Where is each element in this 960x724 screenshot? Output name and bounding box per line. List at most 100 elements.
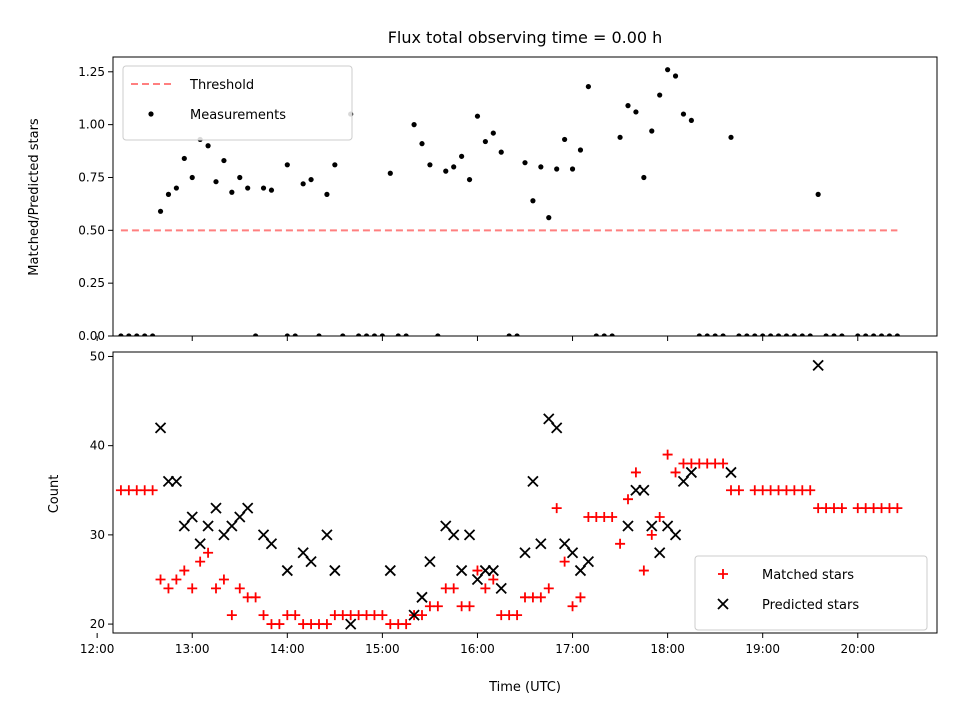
measurement-point [768,333,774,336]
measurement-point [284,162,290,168]
axes-frame [112,56,938,337]
count-y-axis-label: Count [47,475,62,514]
measurement-point [886,333,893,336]
measurement-point [237,174,243,181]
predicted-star-point [384,564,396,577]
measurement-point [308,176,314,183]
measurement-point [300,181,306,187]
measurement-point [229,189,235,195]
measurement-point [617,134,623,140]
measurement-point [332,162,338,168]
measurement-point [554,166,560,172]
measurement-point [672,73,679,79]
measurement-point [609,333,615,336]
measurement-point [466,176,473,183]
predicted-star-point [178,520,190,532]
matched-star-point [662,449,673,460]
x-tick-label: 12:00 [80,642,115,656]
measurement-point [791,333,797,336]
measurement-point [680,111,687,117]
measurement-point [665,67,671,73]
legend-box [122,65,353,141]
measurement-point [863,333,869,336]
matched-star-point [147,485,158,496]
measurement-point [569,166,576,172]
matched-star-point [321,619,332,630]
measurement-point [641,174,647,181]
matched-star-point [163,583,174,594]
measurement-point [316,333,322,336]
predicted-star-point [646,520,658,532]
measurement-point [427,162,433,168]
plot-area-marks [115,359,903,630]
predicted-star-point [582,555,595,568]
measurement-point [118,333,124,336]
ratio-legend: Threshold Measurements [122,65,353,141]
predicted-star-point [226,520,238,532]
matched-star-point [171,574,182,585]
measurement-point [696,333,702,336]
matched-star-point [226,610,237,621]
legend-label: Threshold [189,78,254,93]
matched-star-point [401,619,412,630]
x-tick-label: 14:00 [270,642,305,656]
matched-star-point [488,574,499,585]
matched-star-point [630,467,641,478]
measurement-point [657,92,663,98]
measurement-point [871,333,877,336]
measurement-point [126,333,132,336]
measurement-point [459,153,465,159]
measurement-point [736,333,742,336]
predicted-star-point [527,475,539,487]
matched-star-point [535,592,546,603]
predicted-star-point [551,422,563,434]
predicted-star-point [257,529,270,541]
measurement-point [704,333,710,336]
measurement-point [514,333,520,336]
axes-frame [112,351,938,634]
measurement-point [213,179,219,185]
x-tick-label: 20:00 [840,642,875,656]
predicted-star-point [471,573,484,586]
y-tick-label: 40 [90,439,105,453]
measurement-point [807,333,813,336]
matched-star-point [836,503,847,514]
x-axis-label: Time (UTC) [488,680,561,695]
matched-star-point [805,485,816,496]
legend-measurement-key [148,111,154,117]
y-tick-label: 20 [90,617,105,631]
measurement-point [356,333,362,336]
measurement-point [387,170,393,176]
matched-star-point [417,610,427,621]
y-tick-label: 50 [90,349,105,363]
predicted-star-point [329,564,341,577]
predicted-star-point [305,555,317,568]
measurement-point [253,333,259,336]
predicted-star-point [186,511,198,523]
measurement-point [419,141,425,147]
measurement-point [134,333,140,336]
x-tick-label: 15:00 [365,642,400,656]
predicted-star-point [345,618,357,630]
matched-star-point [258,610,269,621]
measurement-point [720,333,726,336]
matched-star-point [218,574,229,585]
measurement-point [435,333,441,336]
measurement-point [601,333,607,336]
measurement-point [538,164,544,170]
y-tick-label: 30 [90,528,105,542]
predicted-star-point [677,475,690,487]
matched-star-point [892,503,903,514]
measurement-point [474,113,481,119]
measurement-point [205,143,211,149]
ratio-marks [118,67,900,336]
measurement-point [260,185,267,191]
predicted-star-point [321,529,333,541]
y-tick-label: 0.25 [78,276,105,290]
predicted-star-point [408,609,420,621]
measurement-point [245,185,251,191]
measurement-point [411,122,417,128]
legend-box [694,555,928,631]
predicted-star-point [265,538,278,550]
